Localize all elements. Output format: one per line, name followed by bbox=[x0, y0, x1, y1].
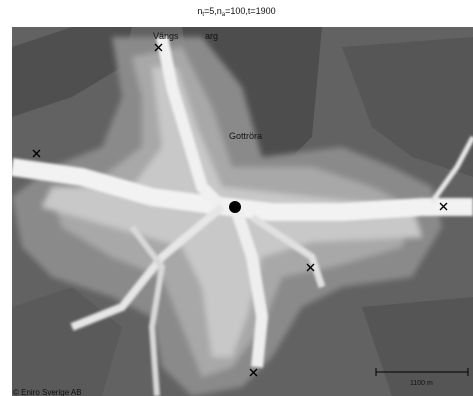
dark-area-northeast bbox=[342, 37, 473, 177]
node-marker-5[interactable] bbox=[249, 368, 258, 377]
scale-bar-label: 1100 m bbox=[410, 380, 433, 387]
scale-bar: 1100 m bbox=[375, 368, 469, 387]
place-label-arg: arg bbox=[205, 31, 218, 41]
plot-title: nt=5,na=100,t=1900 bbox=[197, 6, 276, 18]
node-marker-3[interactable] bbox=[439, 202, 448, 211]
road-network bbox=[12, 35, 473, 396]
copyright-text: © Eniro Sverige AB bbox=[13, 388, 82, 396]
dark-area-northwest bbox=[12, 27, 132, 117]
node-marker-4[interactable] bbox=[306, 263, 315, 272]
place-label-vangs: Vängs bbox=[153, 31, 179, 41]
node-marker-1[interactable] bbox=[154, 43, 163, 52]
place-label-gottrora: Gottröra bbox=[229, 131, 262, 141]
node-marker-2[interactable] bbox=[32, 149, 41, 158]
map-canvas[interactable]: Vängs arg Gottröra © Eniro Sverige AB 11… bbox=[12, 27, 473, 396]
center-point-marker[interactable] bbox=[229, 201, 241, 213]
dark-area-southeast bbox=[362, 297, 473, 396]
